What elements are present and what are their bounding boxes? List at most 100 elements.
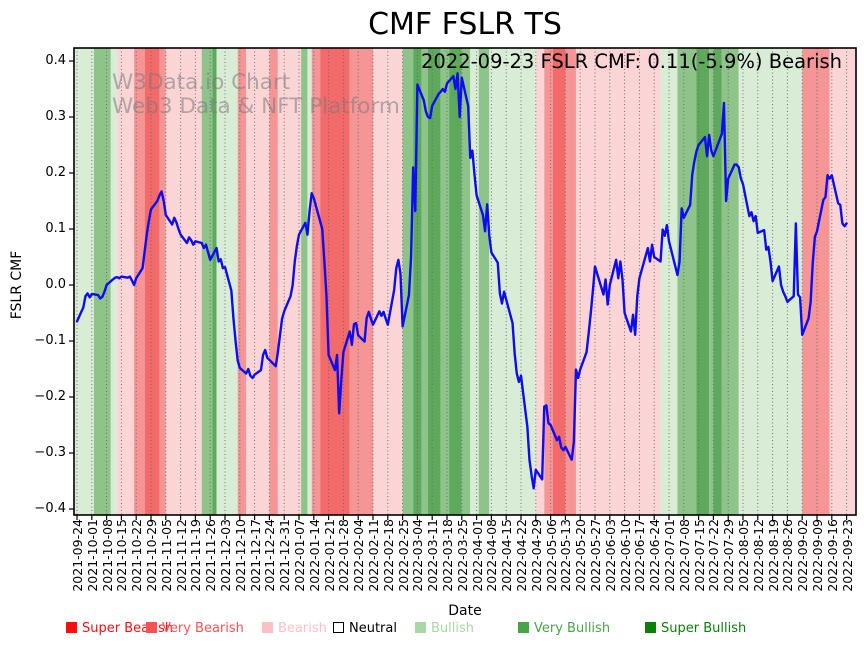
x-tick-label: 2022-05-27 (588, 519, 603, 592)
legend-swatch (333, 622, 344, 633)
x-tick-label: 2022-05-06 (543, 519, 559, 592)
x-tick-label: 2022-09-23 (839, 519, 855, 592)
legend-swatch (146, 622, 157, 633)
x-tick-label: 2021-10-22 (129, 519, 145, 592)
x-tick-label: 2021-11-26 (203, 519, 219, 592)
x-tick-label: 2022-09-16 (824, 519, 840, 592)
x-tick-label: 2022-03-11 (425, 519, 441, 592)
y-tick-label: −0.3 (34, 445, 66, 460)
x-tick-label: 2022-08-12 (750, 519, 766, 592)
sentiment-band-very-bullish (677, 48, 697, 515)
legend-item-very-bullish: Very Bullish (518, 620, 610, 638)
latest-value-annotation: 2022-09-23 FSLR CMF: 0.11(-5.9%) Bearish (421, 50, 842, 73)
x-tick-label: 2021-11-05 (158, 519, 174, 592)
x-tick-label: 2021-12-24 (262, 519, 278, 592)
x-tick-label: 2022-01-21 (321, 519, 337, 592)
y-tick-label: −0.4 (34, 501, 66, 516)
y-tick-label: −0.1 (34, 333, 66, 348)
sentiment-band-bullish (216, 48, 238, 515)
x-tick-label: 2022-03-18 (440, 519, 455, 592)
x-tick-label: 2022-04-15 (499, 519, 515, 592)
x-tick-label: 2022-05-20 (573, 519, 589, 592)
axes-frame (73, 47, 857, 516)
y-tick-label: 0.0 (45, 277, 66, 292)
x-tick-label: 2022-07-08 (676, 519, 692, 592)
sentiment-band-bearish (575, 48, 661, 515)
sentiment-band-very-bullish (402, 48, 414, 515)
x-tick-label: 2021-10-01 (84, 519, 100, 592)
y-tick-label: 0.3 (45, 109, 66, 124)
plot-clipped-layer (74, 48, 856, 515)
sentiment-band-very-bearish (349, 48, 374, 515)
sentiment-band-very-bullish (478, 48, 490, 515)
x-tick-label: 2022-09-09 (810, 519, 825, 592)
x-tick-label: 2022-04-01 (469, 519, 485, 592)
x-tick-label: 2021-10-15 (114, 519, 130, 592)
x-tick-label: 2022-07-29 (721, 519, 737, 592)
x-tick-label: 2022-04-29 (528, 519, 544, 592)
sentiment-band-bullish (110, 48, 118, 515)
sentiment-band-very-bullish (301, 48, 308, 515)
watermark-line-1: W3Data.io Chart (112, 70, 291, 95)
x-tick-label: 2021-12-17 (247, 519, 263, 592)
sentiment-band-very-bullish (93, 48, 111, 515)
x-tick-label: 2022-09-02 (795, 519, 811, 592)
sentiment-band-very-bullish (421, 48, 428, 515)
legend-swatch (645, 622, 656, 633)
sentiment-band-very-bearish (565, 48, 576, 515)
sentiment-band-super-bearish (144, 48, 160, 515)
sentiment-band-bearish (246, 48, 270, 515)
sentiment-band-super-bullish (696, 48, 710, 515)
x-tick-label: 2021-10-08 (99, 519, 115, 592)
legend-item-bearish: Bearish (262, 620, 327, 638)
x-tick-label: 2022-07-01 (662, 519, 677, 592)
x-tick-label: 2021-09-24 (70, 519, 85, 592)
legend: Super Bearish Very Bearish Bearish Neutral B… (0, 620, 864, 640)
x-tick-label: 2021-10-29 (144, 519, 159, 592)
legend-item-neutral: Neutral (333, 620, 397, 638)
sentiment-band-super-bullish (713, 48, 722, 515)
sentiment-band-bullish (74, 48, 94, 515)
x-tick-label: 2022-02-25 (395, 519, 411, 592)
sentiment-band-very-bullish (461, 48, 471, 515)
x-tick-label: 2021-12-31 (277, 519, 293, 592)
x-tick-label: 2022-08-26 (780, 519, 796, 592)
sentiment-band-bullish (738, 48, 803, 515)
sentiment-band-bearish (535, 48, 545, 515)
x-tick-label: 2022-03-25 (454, 519, 470, 592)
x-tick-label: 2022-06-03 (602, 519, 618, 592)
x-tick-label: 2022-02-11 (366, 519, 381, 592)
sentiment-band-super-bullish (427, 48, 441, 515)
x-tick-label: 2022-01-14 (306, 519, 322, 592)
sentiment-band-super-bearish (552, 48, 566, 515)
legend-label: Bearish (278, 621, 327, 636)
legend-swatch (518, 622, 529, 633)
chart-title: CMF FSLR TS (368, 7, 562, 42)
legend-label: Bullish (431, 621, 475, 636)
x-tick-label: 2022-06-17 (632, 519, 648, 592)
watermark: W3Data.io Chart Web3 Data & NFT Platform (112, 71, 400, 119)
y-tick-label: 0.2 (45, 165, 66, 180)
sentiment-band-very-bearish (802, 48, 830, 515)
x-tick-label: 2022-02-18 (380, 519, 396, 592)
legend-swatch (262, 622, 273, 633)
x-tick-label: 2022-04-22 (514, 519, 529, 592)
x-tick-label: 2022-06-24 (647, 519, 663, 592)
x-tick-label: 2021-12-10 (232, 519, 248, 592)
watermark-line-2: Web3 Data & NFT Platform (112, 94, 400, 119)
x-tick-label: 2022-08-05 (736, 519, 751, 592)
sentiment-band-super-bullish (449, 48, 462, 515)
legend-label: Neutral (349, 621, 397, 636)
sentiment-band-bearish (829, 48, 856, 515)
sentiment-band-very-bearish (237, 48, 247, 515)
legend-label: Very Bullish (534, 621, 611, 636)
legend-swatch (66, 622, 77, 633)
legend-label: Super Bullish (661, 621, 747, 636)
y-tick-label: 0.4 (45, 53, 66, 68)
x-tick-label: 2022-02-04 (351, 519, 367, 592)
sentiment-band-bullish (307, 48, 312, 515)
sentiment-band-bullish (470, 48, 479, 515)
sentiment-band-very-bearish (269, 48, 278, 515)
